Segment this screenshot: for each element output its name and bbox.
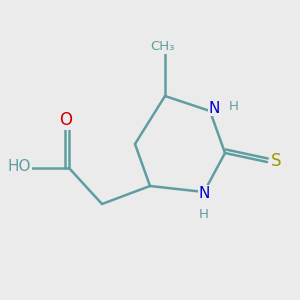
Text: H: H [199, 208, 209, 221]
Text: O: O [59, 111, 73, 129]
Text: HO: HO [8, 159, 31, 174]
Text: N: N [209, 100, 220, 116]
Text: N: N [198, 186, 210, 201]
Text: CH₃: CH₃ [150, 40, 174, 53]
Text: S: S [271, 152, 281, 169]
Text: H: H [229, 100, 238, 113]
